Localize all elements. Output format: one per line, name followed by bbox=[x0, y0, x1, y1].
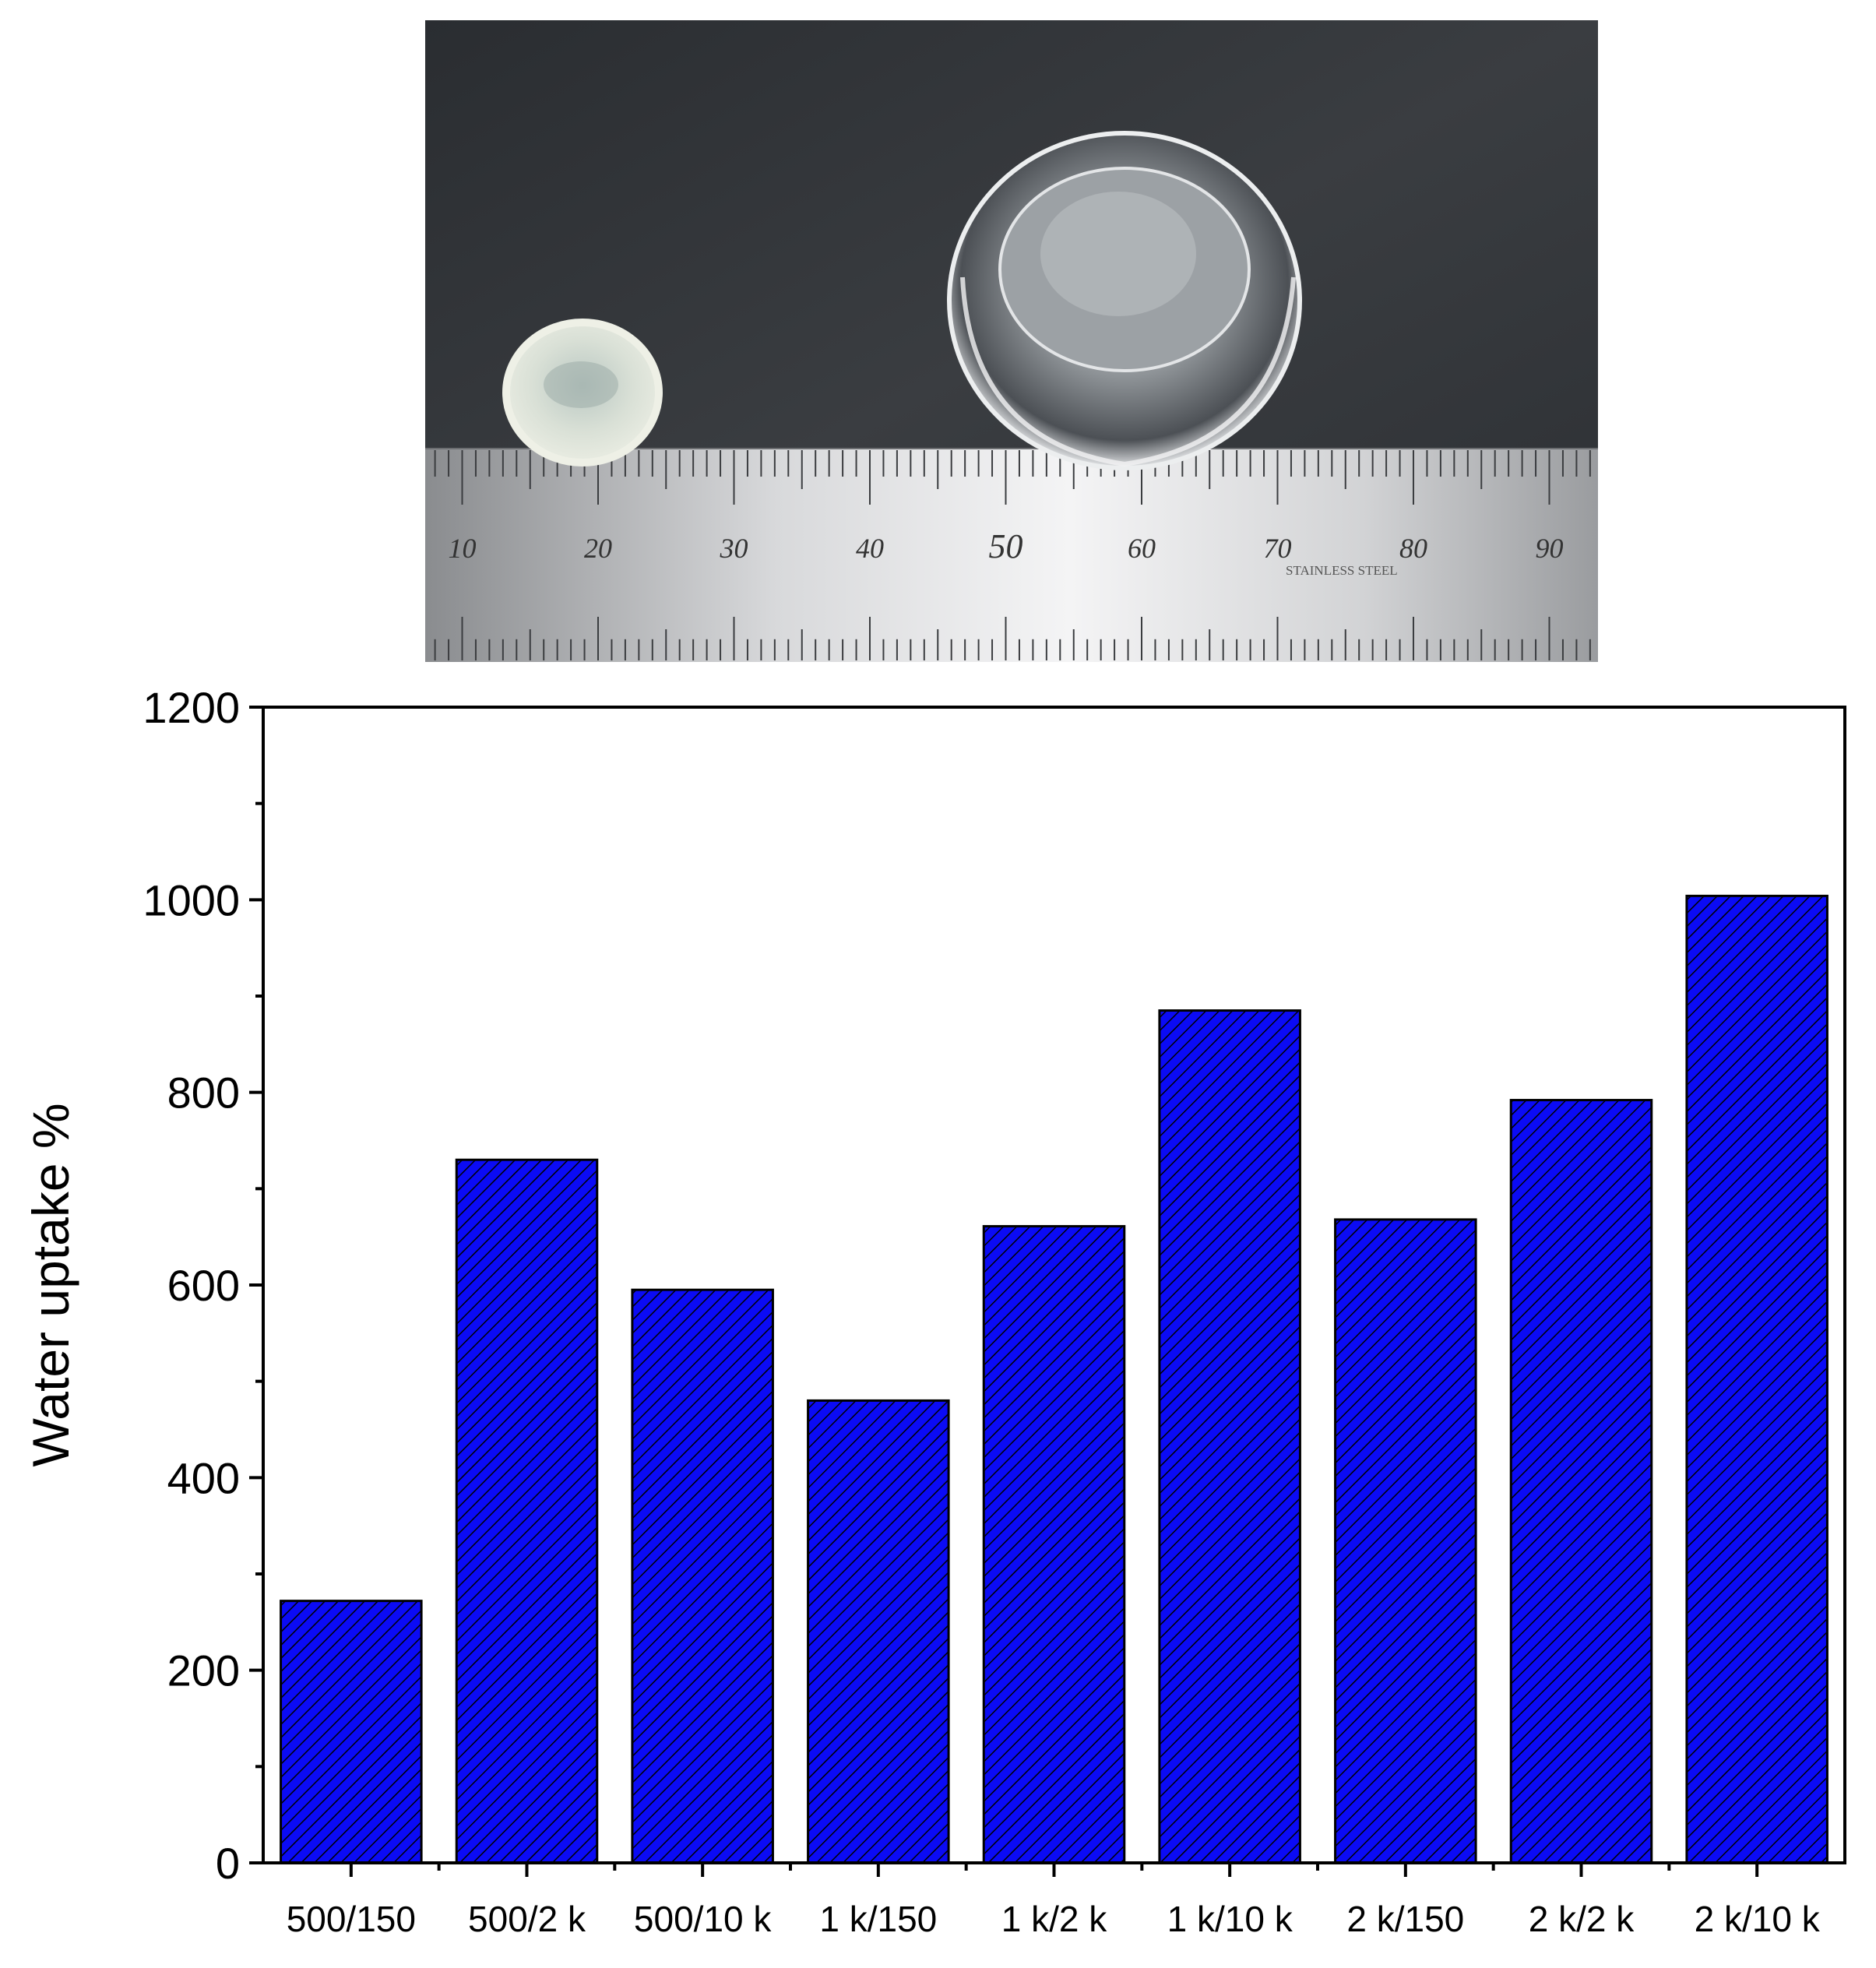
x-tick-label: 1 k/10 k bbox=[1167, 1899, 1293, 1939]
ruler-number-40: 40 bbox=[856, 533, 884, 564]
bar-500-150 bbox=[280, 1600, 423, 1864]
ruler-numbers: 10 20 30 40 50 60 70 80 90 bbox=[449, 527, 1564, 565]
x-tick-label: 2 k/10 k bbox=[1695, 1899, 1821, 1939]
y-axis-label: Water uptake % bbox=[22, 1103, 79, 1466]
ruler-number-10: 10 bbox=[449, 533, 477, 564]
y-tick-label: 1200 bbox=[143, 683, 240, 732]
x-tick-label: 500/150 bbox=[287, 1899, 416, 1939]
x-tick-label: 1 k/150 bbox=[819, 1899, 937, 1939]
ruler-number-20: 20 bbox=[584, 533, 612, 564]
x-tick-label: 500/10 k bbox=[634, 1899, 772, 1939]
x-tick-label: 2 k/2 k bbox=[1529, 1899, 1635, 1939]
ruler-number-60: 60 bbox=[1128, 533, 1156, 564]
water-uptake-bar-chart: 0 200 400 600 800 1000 1200 500/150 500/2 k 500/… bbox=[22, 683, 1846, 1939]
y-tick-label: 600 bbox=[167, 1261, 240, 1310]
y-tick-label: 400 bbox=[167, 1453, 240, 1502]
ruler-number-50: 50 bbox=[989, 527, 1023, 565]
y-tick-label: 800 bbox=[167, 1068, 240, 1118]
x-tick-label: 2 k/150 bbox=[1346, 1899, 1464, 1939]
x-tick-label: 1 k/2 k bbox=[1001, 1899, 1108, 1939]
ruler-number-90: 90 bbox=[1536, 533, 1564, 564]
x-tick-label: 500/2 k bbox=[468, 1899, 586, 1939]
y-tick-label: 0 bbox=[216, 1839, 240, 1888]
bar-500-10-k bbox=[631, 1288, 774, 1864]
y-tick-label: 1000 bbox=[143, 875, 240, 924]
y-tick-label: 200 bbox=[167, 1646, 240, 1695]
bar-2-k-10-k bbox=[1685, 894, 1828, 1864]
bar-1-k-150 bbox=[807, 1399, 950, 1864]
bar-2-k-2-k bbox=[1509, 1099, 1653, 1864]
bar-500-2-k bbox=[455, 1158, 599, 1864]
bar-1-k-10-k bbox=[1158, 1009, 1301, 1864]
bar-2-k-150 bbox=[1334, 1218, 1477, 1864]
bar-1-k-2-k bbox=[982, 1225, 1126, 1864]
ruler-brand-text: STAINLESS STEEL bbox=[1286, 563, 1398, 578]
hydrogel-photo: 10 20 30 40 50 60 70 80 90 STAINLESS STEEL bbox=[425, 20, 1598, 662]
ruler-number-30: 30 bbox=[720, 533, 748, 564]
ruler-number-80: 80 bbox=[1399, 533, 1427, 564]
ruler-number-70: 70 bbox=[1264, 533, 1292, 564]
